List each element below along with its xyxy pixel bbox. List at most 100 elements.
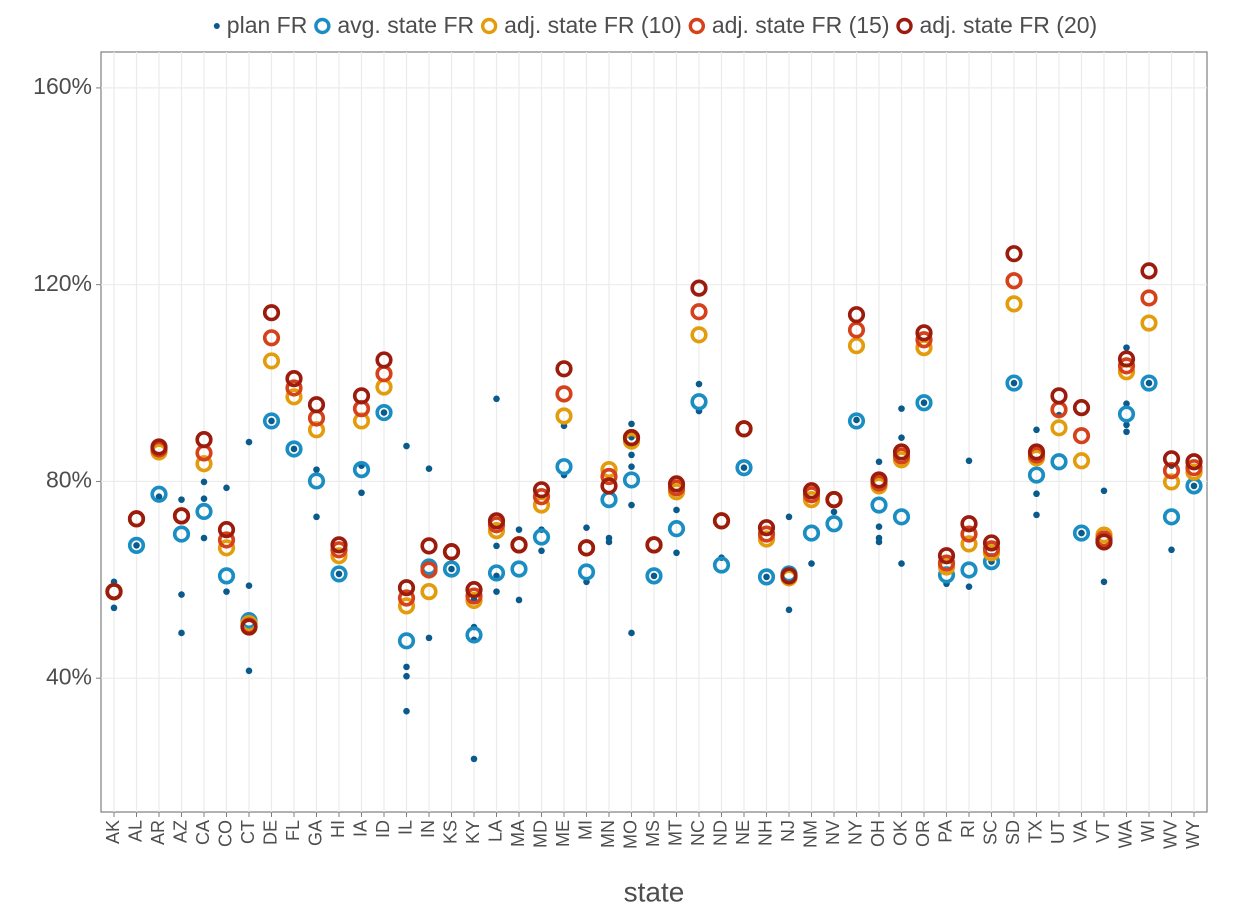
ring-point [307, 396, 326, 414]
ring-point [915, 331, 933, 349]
ring-point [240, 618, 258, 636]
plan-point [425, 465, 433, 472]
ring-point [262, 412, 281, 430]
plan-point [493, 588, 500, 595]
ring-point [960, 515, 978, 533]
ring-point [285, 440, 303, 458]
plan-point [965, 583, 973, 591]
plan-point [853, 416, 860, 424]
ring-point [1140, 314, 1158, 332]
x-tick-label: MD [530, 820, 550, 848]
plan-point [493, 395, 500, 403]
ring-point [487, 512, 506, 530]
x-tick-label: AZ [170, 820, 190, 843]
plan-point [313, 513, 320, 521]
legend-key [896, 17, 913, 35]
x-tick-label: FL [283, 820, 303, 841]
ring-point [397, 632, 416, 650]
ring-point [532, 481, 551, 499]
plan-point [178, 496, 185, 503]
ring-point [622, 471, 641, 489]
ring-point [285, 388, 303, 406]
x-tick-label: WV [1160, 820, 1180, 849]
ring-point [1072, 427, 1091, 445]
ring-point [825, 515, 843, 533]
ring-point [217, 567, 236, 585]
plan-point [133, 542, 140, 549]
plan-point [245, 438, 253, 446]
ring-point [802, 524, 821, 542]
plan-point [178, 629, 185, 637]
legend-item: plan FR [213, 12, 307, 38]
x-tick-label: NH [755, 820, 775, 846]
x-tick-label: AK [103, 820, 123, 844]
x-tick-label: NM [800, 820, 820, 848]
legend-key [314, 17, 331, 35]
ring-point [757, 568, 776, 586]
ring-point [465, 626, 483, 644]
plan-point [335, 570, 343, 578]
ring-point [825, 491, 843, 509]
ring-point [330, 536, 348, 554]
plan-point [403, 663, 410, 671]
ring-point [600, 477, 618, 495]
plan-point [785, 606, 793, 614]
x-tick-label: SD [1003, 820, 1023, 845]
ring-point [600, 467, 618, 486]
ring-point [285, 379, 303, 397]
ring-point [555, 360, 573, 378]
ring-point [172, 507, 191, 525]
ring-point [262, 352, 281, 370]
legend-label: adj. state FR (10) [504, 12, 682, 38]
ring-point [1185, 453, 1203, 471]
ring-point [712, 512, 731, 530]
plan-point [290, 445, 298, 453]
x-tick-label: IN [418, 820, 438, 838]
ring-point [397, 589, 416, 607]
ring-point [1072, 524, 1091, 542]
ring-point [262, 329, 281, 347]
ring-point [150, 485, 168, 503]
ring-point [150, 438, 168, 456]
ring-point [870, 471, 888, 489]
plan-point [605, 538, 613, 546]
x-tick-label: NE [733, 820, 753, 845]
ring-point [577, 539, 596, 557]
plan-point [1123, 421, 1130, 429]
ring-point [555, 385, 573, 403]
ring-point [1050, 387, 1068, 405]
plan-point [110, 604, 118, 612]
ring-point [420, 537, 438, 555]
ring-point [960, 525, 978, 543]
ring-point [195, 455, 213, 473]
plan-point [1100, 578, 1108, 586]
ring-point [982, 534, 1001, 552]
x-tick-label: WI [1138, 820, 1158, 842]
ring-point [1005, 245, 1023, 263]
ring-point [105, 583, 123, 601]
plan-point [493, 572, 500, 580]
x-tick-label: ND [710, 820, 730, 846]
x-tick-label: OH [868, 820, 888, 847]
ring-point [532, 488, 551, 506]
ring-point [1050, 419, 1068, 437]
plan-point [650, 572, 658, 580]
plan-point [898, 405, 905, 412]
legend-item: avg. state FR [314, 12, 474, 38]
ring-point [1117, 405, 1136, 423]
plan-point [470, 755, 478, 763]
plan-point [1033, 490, 1040, 498]
ring-point [352, 461, 371, 479]
x-tick-label: DE [260, 820, 280, 845]
ring-point [442, 543, 461, 561]
legend-item: adj. state FR (15) [688, 12, 890, 38]
plan-point [695, 380, 703, 388]
plan-point [178, 591, 185, 598]
x-tick-label: UT [1048, 820, 1068, 844]
ring-point [397, 579, 416, 597]
ring-point [1140, 374, 1158, 392]
legend-key [688, 17, 706, 35]
ring-point [1005, 374, 1023, 392]
ring-point [937, 554, 956, 572]
